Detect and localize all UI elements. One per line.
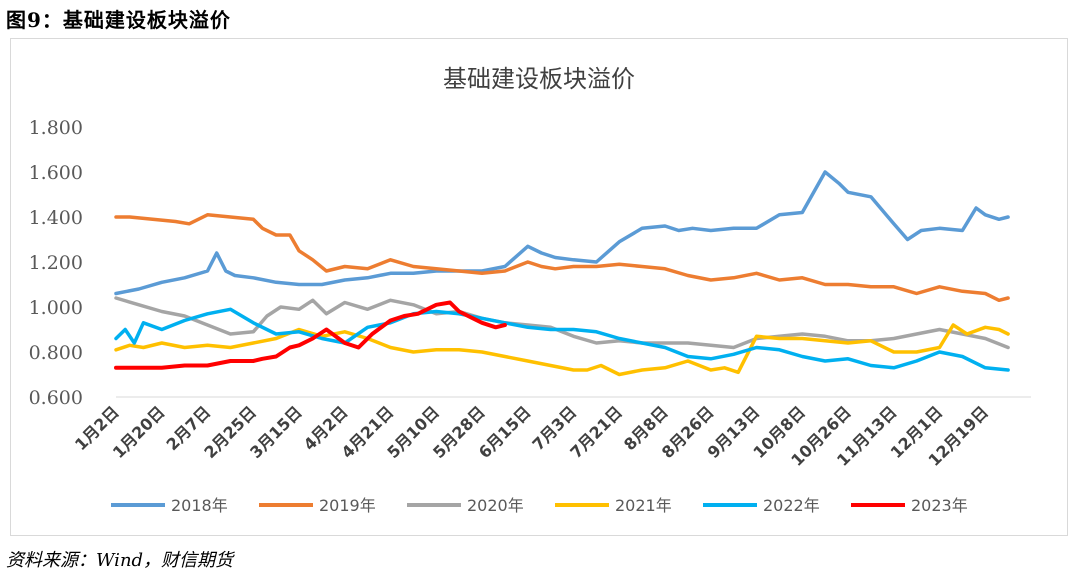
series-line-2018 — [114, 170, 1010, 296]
x-axis: 1月2日1月20日2月7日2月25日3月15日4月2日4月21日5月10日5月2… — [71, 396, 1031, 470]
y-tick-label: 1.800 — [29, 117, 83, 139]
series-line-2023 — [114, 300, 507, 370]
legend-label: 2019年 — [319, 496, 376, 515]
y-axis: 0.600 0.800 1.000 1.200 1.400 1.600 1.800 — [29, 117, 83, 409]
series-line-2020 — [114, 296, 1010, 350]
y-tick-label: 1.200 — [29, 252, 83, 274]
series-line-2022 — [114, 307, 1010, 372]
y-tick-label: 1.400 — [29, 207, 83, 229]
series-line-2019 — [114, 213, 1010, 303]
chart-frame: 基础建设板块溢价 0.600 0.800 1.000 1.200 1.400 1.600 1… — [10, 38, 1068, 536]
y-tick-label: 1.000 — [29, 297, 83, 319]
legend-label: 2018年 — [171, 496, 228, 515]
chart-title: 基础建设板块溢价 — [443, 65, 635, 93]
y-tick-label: 0.600 — [29, 387, 83, 409]
legend-label: 2022年 — [763, 496, 820, 515]
legend-label: 2020年 — [467, 496, 524, 515]
legend-label: 2021年 — [615, 496, 672, 515]
line-chart: 基础建设板块溢价 0.600 0.800 1.000 1.200 1.400 1.600 1… — [29, 65, 1031, 515]
source-note: 资料来源：Wind，财信期货 — [6, 550, 234, 571]
figure-caption: 图9：基础建设板块溢价 — [6, 8, 231, 32]
legend-label: 2023年 — [911, 496, 968, 515]
series-layer — [114, 170, 1010, 377]
y-tick-label: 0.800 — [29, 342, 83, 364]
y-tick-label: 1.600 — [29, 162, 83, 184]
legend: 2018年 2019年 2020年 2021年 2022年 2023年 — [111, 496, 968, 515]
series-line-2021 — [114, 323, 1010, 377]
